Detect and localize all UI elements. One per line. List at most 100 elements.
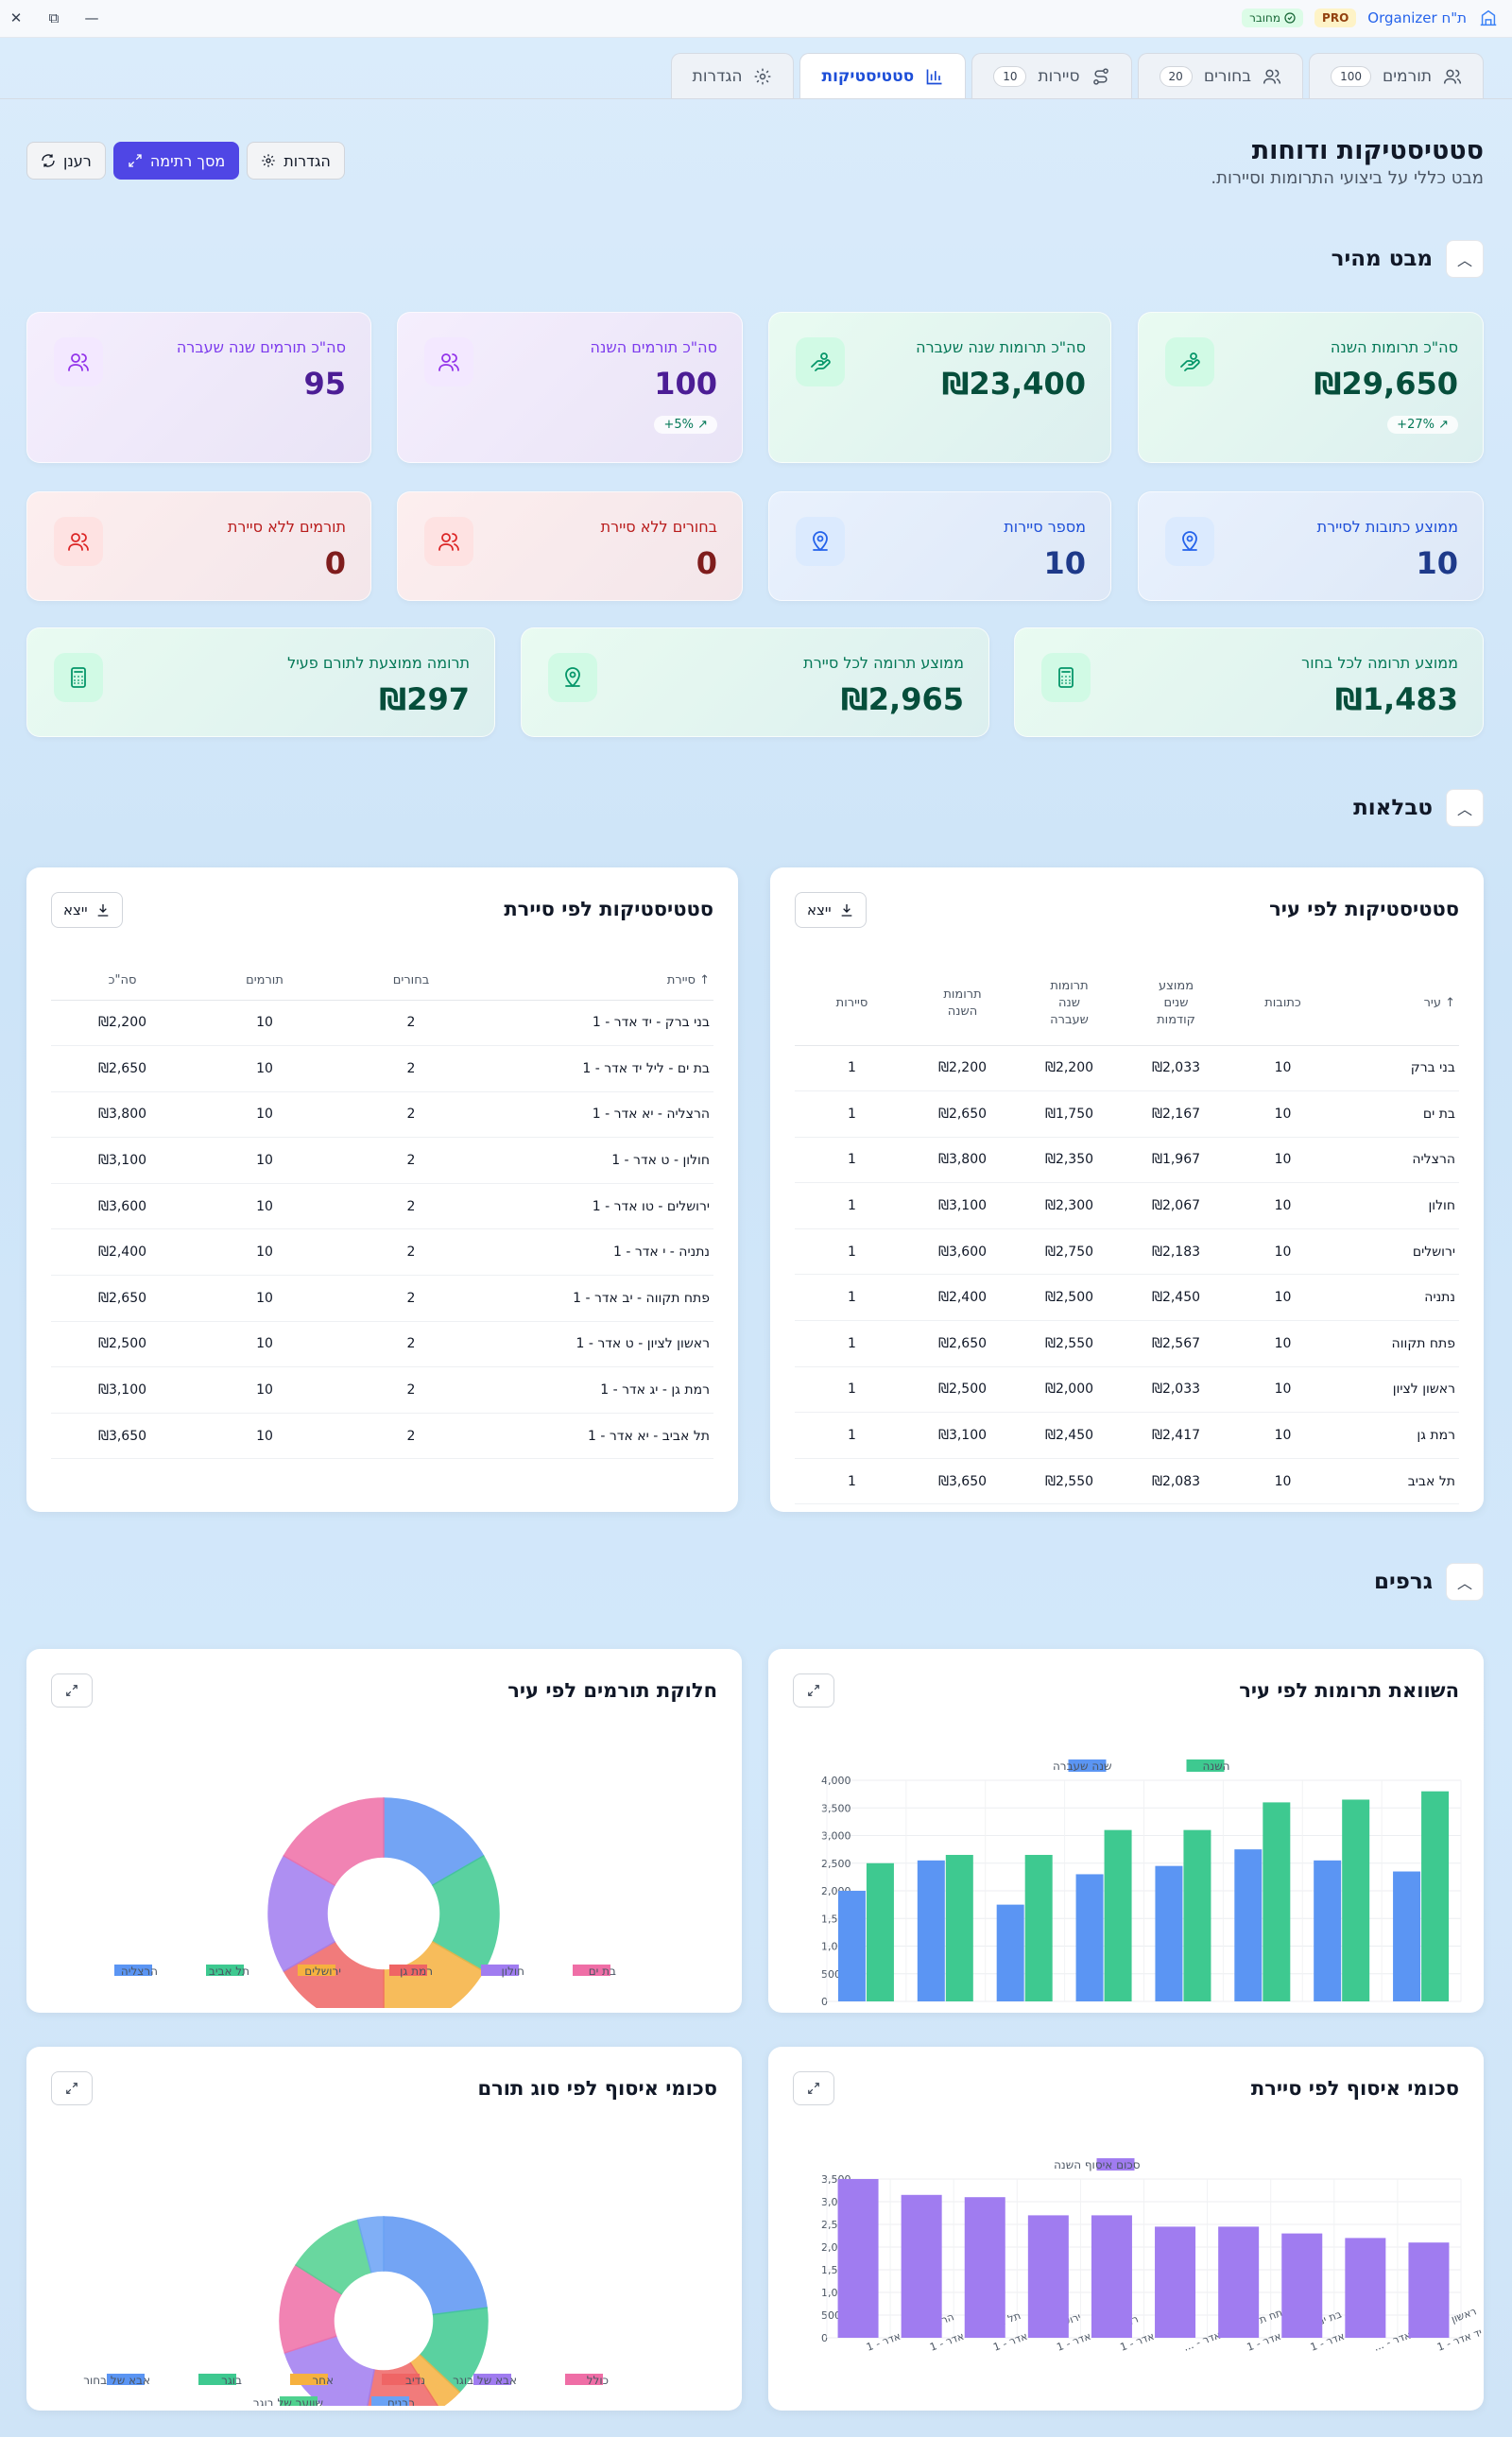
- bar[interactable]: [1091, 2215, 1132, 2338]
- pie-slice[interactable]: [356, 2216, 385, 2274]
- column-header[interactable]: כתובות: [1229, 962, 1336, 1046]
- chart-title: סכומי איסוף לפי סיירת: [1250, 2077, 1459, 2100]
- map-pin-icon: [565, 667, 580, 687]
- expand-icon: [808, 2083, 819, 2094]
- column-header[interactable]: תרומות השנה: [909, 962, 1016, 1046]
- table-cell: ₪2,550: [1016, 1320, 1123, 1367]
- table-cell: 1: [795, 1274, 909, 1322]
- tab-patrols[interactable]: סיירות 10: [971, 53, 1132, 98]
- export-patrol-button[interactable]: ייצא: [51, 892, 123, 928]
- legend-label: אחר: [312, 2374, 334, 2387]
- bar[interactable]: [1155, 1865, 1183, 2001]
- bar[interactable]: [1024, 1854, 1053, 2001]
- bar[interactable]: [1393, 1871, 1421, 2001]
- section-title: גרפים: [1373, 1570, 1433, 1594]
- table-cell: 1: [795, 1320, 909, 1367]
- table-cell: ₪2,033: [1123, 1366, 1229, 1414]
- column-header[interactable]: ↑ עיר: [1336, 962, 1459, 1046]
- bar[interactable]: [1104, 1829, 1132, 2001]
- column-header[interactable]: תרומות שנה שעברה: [1016, 962, 1123, 1046]
- table-row: פתח תקווה 10 ₪2,567 ₪2,550 ₪2,650 1: [795, 1320, 1459, 1367]
- column-header[interactable]: תורמים: [194, 962, 335, 1001]
- collapse-tables-button[interactable]: ︿: [1446, 789, 1484, 827]
- legend-label: רבנים: [387, 2396, 415, 2406]
- tab-donors[interactable]: תורמים 100: [1309, 53, 1484, 98]
- pro-badge: PRO: [1314, 9, 1357, 27]
- y-tick-label: 4,000: [821, 1775, 851, 1787]
- bar[interactable]: [996, 1904, 1024, 2001]
- bar[interactable]: [1281, 2233, 1323, 2338]
- bar[interactable]: [917, 1860, 945, 2001]
- section-title: טבלאות: [1353, 796, 1433, 820]
- tab-label: סטטיסטיקות: [821, 66, 915, 86]
- bar[interactable]: [1027, 2215, 1069, 2338]
- bar[interactable]: [901, 2194, 942, 2338]
- bar[interactable]: [964, 2197, 1005, 2338]
- pie-slice[interactable]: [383, 1940, 485, 2008]
- refresh-button[interactable]: רענן: [26, 142, 106, 180]
- y-tick-label: 500: [821, 1968, 841, 1981]
- bar[interactable]: [1183, 1829, 1211, 2001]
- tab-students[interactable]: בחורים 20: [1137, 53, 1304, 98]
- tab-statistics[interactable]: סטטיסטיקות: [799, 53, 967, 98]
- maximize-window-button[interactable]: ⧉: [48, 9, 60, 26]
- bar[interactable]: [1075, 1874, 1104, 2001]
- export-city-button[interactable]: ייצא: [795, 892, 867, 928]
- bar[interactable]: [866, 1862, 894, 2001]
- connection-badge: מחובר: [1242, 9, 1304, 27]
- city-table-title: סטטיסטיקות לפי עיר: [1269, 898, 1459, 920]
- stat-card-value: ₪29,650: [1314, 366, 1458, 402]
- bar[interactable]: [1421, 1791, 1450, 2001]
- bar[interactable]: [1234, 1849, 1263, 2001]
- stat-card-value: ₪1,483: [1334, 681, 1458, 717]
- bar[interactable]: [1342, 1799, 1370, 2001]
- pie-slice[interactable]: [383, 2216, 488, 2316]
- expand-chart-button[interactable]: [793, 2071, 834, 2105]
- bar[interactable]: [1345, 2238, 1386, 2338]
- table-cell: 10: [194, 1045, 335, 1092]
- column-header[interactable]: ↑ סיירת: [487, 962, 713, 1001]
- bar[interactable]: [837, 2179, 879, 2338]
- pie-slice[interactable]: [283, 1797, 385, 1887]
- collapse-charts-button[interactable]: ︿: [1446, 1563, 1484, 1601]
- table-cell: ₪2,500: [909, 1366, 1016, 1414]
- legend-swatch: [280, 2396, 318, 2406]
- hand-coins-icon: [811, 352, 831, 371]
- column-header[interactable]: סיירות: [795, 962, 909, 1046]
- stat-card: ממוצע כתובות לסיירת 10: [1138, 491, 1484, 601]
- bar[interactable]: [1155, 2226, 1196, 2338]
- chart-title: חלוקת תורמים לפי עיר: [507, 1679, 717, 1702]
- tab-label: בחורים: [1203, 66, 1252, 86]
- bar[interactable]: [1218, 2226, 1260, 2338]
- expand-chart-button[interactable]: [51, 2071, 93, 2105]
- close-window-button[interactable]: ✕: [9, 9, 23, 26]
- stat-card-value: ₪23,400: [941, 366, 1086, 402]
- expand-chart-button[interactable]: [793, 1673, 834, 1708]
- stat-card-label: סה"כ תרומות השנה: [1330, 338, 1458, 356]
- stat-card-label: ממוצע תרומה לכל בחור: [1301, 654, 1458, 672]
- minimize-window-button[interactable]: —: [84, 9, 99, 26]
- app-title: ת"ח Organizer: [1367, 9, 1467, 26]
- expand-chart-button[interactable]: [51, 1673, 93, 1708]
- column-header[interactable]: בחורים: [335, 962, 487, 1001]
- table-row: ירושלים 10 ₪2,183 ₪2,750 ₪3,600 1: [795, 1228, 1459, 1276]
- bar[interactable]: [1263, 1802, 1291, 2001]
- stat-card-value: 100: [654, 366, 717, 402]
- fullscreen-button[interactable]: מסך רתימה: [112, 142, 240, 180]
- bar[interactable]: [945, 1854, 973, 2001]
- column-header[interactable]: ממוצע שנים קודמות: [1123, 962, 1229, 1046]
- bar[interactable]: [1314, 1860, 1342, 2001]
- stat-card-icon-wrap: [1165, 337, 1214, 386]
- y-tick-label: 3,500: [821, 1802, 851, 1814]
- bar[interactable]: [837, 1891, 866, 2001]
- table-cell: 10: [194, 1091, 335, 1139]
- download-icon: [97, 904, 108, 917]
- legend-swatch: [473, 2374, 511, 2385]
- legend-label: חולון: [502, 1965, 524, 1978]
- collapse-quick-button[interactable]: ︿: [1446, 240, 1484, 278]
- bar[interactable]: [1408, 2242, 1450, 2338]
- column-header[interactable]: סה"כ: [51, 962, 194, 1001]
- table-cell: תל אביב: [1336, 1458, 1459, 1505]
- settings-button[interactable]: הגדרות: [247, 142, 345, 180]
- tab-settings[interactable]: הגדרות: [670, 53, 795, 98]
